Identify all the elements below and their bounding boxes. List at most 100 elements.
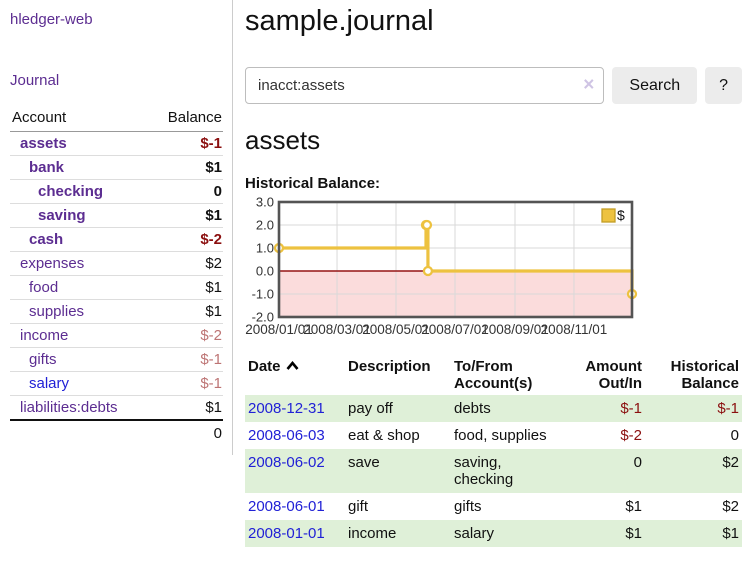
search-input[interactable] [245,67,605,104]
account-link-supplies[interactable]: supplies [29,303,85,320]
sidebar: hledger-web Journal Account Balance asse… [0,0,233,455]
account-row: assets $-1 [10,131,223,156]
account-link-assets[interactable]: assets [20,135,67,152]
txn-date-link[interactable]: 2008-06-03 [248,427,325,444]
svg-text:2.0: 2.0 [256,218,274,233]
account-balance: $2 [149,251,223,276]
svg-text:2008/03/01: 2008/03/01 [303,322,371,337]
account-balance: $1 [149,203,223,228]
chart-box: $3.0 2.0 1.0 0.0 -1.0 -2.0 2008/01/01 2008/03/0… [245,195,742,343]
account-row: supplies $1 [10,299,223,324]
account-row: food $1 [10,275,223,300]
search-button[interactable]: Search [612,67,698,104]
txn-date-link[interactable]: 2008-01-01 [248,525,325,542]
accounts-total-value: 0 [149,419,223,445]
account-balance: $1 [149,395,223,421]
svg-text:2008/07/01: 2008/07/01 [421,322,489,337]
txn-balance: $1 [722,525,739,542]
account-balance: $1 [149,275,223,300]
chart-label: Historical Balance: [245,175,381,192]
account-link-cash[interactable]: cash [29,231,64,248]
account-row: cash $-2 [10,227,223,252]
txn-description: income [348,525,397,542]
svg-text:1.0: 1.0 [256,241,274,256]
txn-description: save [348,454,380,471]
register-row: 2008-06-02 save saving, checking 0 $2 [245,449,742,493]
account-balance: 0 [149,179,223,204]
account-balance: $-2 [149,227,223,252]
account-row: gifts $-1 [10,347,223,372]
accounts-total-row: 0 [10,419,223,445]
txn-description: gift [348,498,369,515]
account-link-salary[interactable]: salary [29,375,70,392]
svg-text:0.0: 0.0 [256,264,274,279]
svg-text:2008/09/01: 2008/09/01 [481,322,549,337]
account-balance: $-2 [149,323,223,348]
register-row: 2008-12-31 pay off debts $-1 $-1 [245,395,742,422]
svg-text:-2.0: -2.0 [252,310,274,325]
account-link-gifts[interactable]: gifts [29,351,57,368]
search-bar: × Search ? [245,67,742,104]
historical-balance-chart: $3.0 2.0 1.0 0.0 -1.0 -2.02008/01/012008/03/0… [245,195,638,337]
account-link-checking[interactable]: checking [38,183,104,200]
txn-description: pay off [348,400,393,417]
txn-accounts: food, supplies [454,427,547,444]
sort-asc-icon [286,360,299,370]
txn-date-link[interactable]: 2008-12-31 [248,400,325,417]
account-row: bank $1 [10,155,223,180]
page-title: sample.journal [245,5,434,37]
txn-amount: $-1 [620,400,642,417]
register-header-date[interactable]: Date [245,356,345,395]
txn-accounts: salary [454,525,495,542]
account-balance: $1 [149,299,223,324]
account-balance: $-1 [149,131,223,156]
main-content: sample.journal × Search ? assets Histori… [233,0,742,547]
account-heading: assets [245,125,321,155]
sidebar-item-journal[interactable]: Journal [10,72,60,89]
txn-date-link[interactable]: 2008-06-02 [248,454,325,471]
sidebar-accounts-table: Account Balance assets $-1 bank $1 check… [10,106,223,445]
account-row: checking 0 [10,179,223,204]
svg-text:3.0: 3.0 [256,195,274,210]
txn-balance: $2 [722,454,739,471]
svg-text:$: $ [617,207,625,223]
account-link-liabilities-debts[interactable]: liabilities:debts [20,399,118,416]
register-header-amount: Amount Out/In [585,358,642,392]
txn-accounts: gifts [454,498,482,515]
register-header-balance: Historical Balance [670,358,739,392]
account-row: liabilities:debts $1 [10,395,223,421]
register-header-row: Date Description To/From Account(s) Amou… [245,356,742,395]
txn-description: eat & shop [348,427,420,444]
register-table: Date Description To/From Account(s) Amou… [245,356,742,547]
txn-date-link[interactable]: 2008-06-01 [248,498,325,515]
account-link-bank[interactable]: bank [29,159,65,176]
account-row: expenses $2 [10,251,223,276]
clear-search-icon[interactable]: × [583,74,595,96]
account-row: income $-2 [10,323,223,348]
account-link-income[interactable]: income [20,327,69,344]
register-row: 2008-06-03 eat & shop food, supplies $-2… [245,422,742,449]
txn-accounts: saving, checking [454,454,514,488]
svg-text:2008/05/01: 2008/05/01 [362,322,430,337]
account-balance: $1 [149,155,223,180]
register-header-description: Description [348,358,431,375]
txn-accounts: debts [454,400,491,417]
txn-amount: 0 [633,454,642,471]
help-button[interactable]: ? [705,67,742,104]
account-link-expenses[interactable]: expenses [20,255,85,272]
account-link-saving[interactable]: saving [38,207,86,224]
accounts-header-account: Account [10,106,150,132]
register-row: 2008-06-01 gift gifts $1 $2 [245,493,742,520]
account-row: salary $-1 [10,371,223,396]
register-row: 2008-01-01 income salary $1 $1 [245,520,742,547]
txn-balance: $-1 [717,400,739,417]
account-link-food[interactable]: food [29,279,59,296]
account-balance: $-1 [149,371,223,396]
txn-balance: 0 [730,427,739,444]
txn-balance: $2 [722,498,739,515]
account-balance: $-1 [149,347,223,372]
txn-amount: $1 [625,525,642,542]
accounts-header-balance: Balance [149,106,223,132]
brand-link[interactable]: hledger-web [10,11,93,28]
svg-text:2008/11/01: 2008/11/01 [541,322,608,337]
